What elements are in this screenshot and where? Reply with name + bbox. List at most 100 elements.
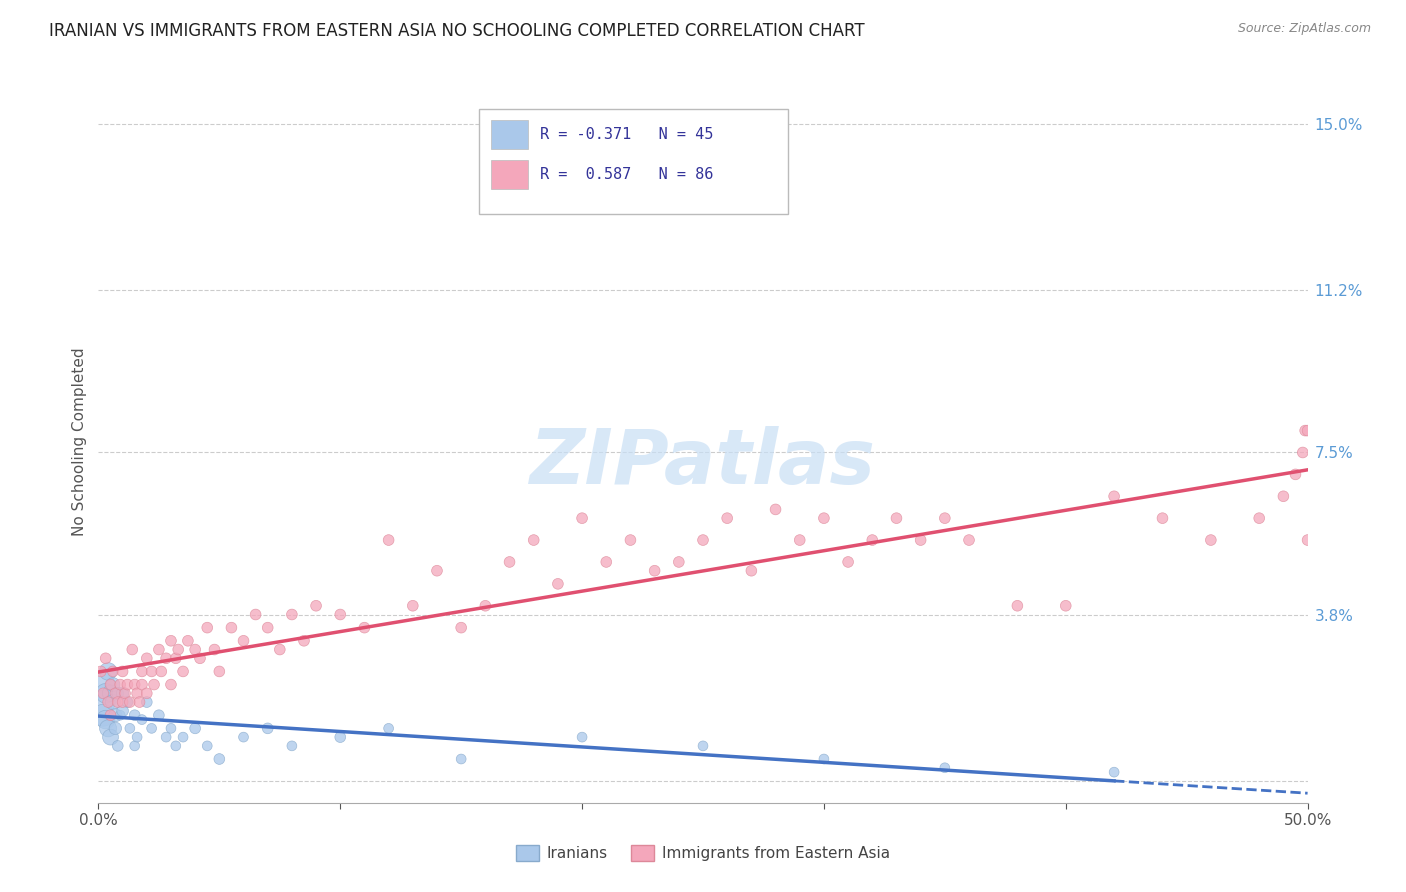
Point [97,665,120,679]
Point [107,695,129,709]
Point [860,533,883,547]
Point [100,708,122,723]
Point [305,599,328,613]
Y-axis label: No Schooling Completed: No Schooling Completed [72,347,87,536]
Point [101,695,124,709]
Point [91,695,114,709]
Point [245,607,267,622]
Point [595,555,617,569]
Point [127,730,149,744]
Point [1296,533,1319,547]
Point [377,533,399,547]
Point [150,665,173,679]
Point [1007,599,1029,613]
Point [256,621,278,635]
Point [1102,765,1125,780]
Point [329,607,352,622]
Point [837,555,859,569]
Text: Source: ZipAtlas.com: Source: ZipAtlas.com [1237,22,1371,36]
Point [934,511,956,525]
Point [131,713,153,727]
Point [148,708,170,723]
Point [1102,489,1125,503]
Point [118,695,141,709]
Point [143,677,166,691]
Point [188,651,211,665]
Point [547,577,569,591]
Point [101,665,124,679]
Point [1296,424,1319,438]
Point [644,564,666,578]
Point [160,633,183,648]
Bar [492,120,527,149]
Point [118,722,141,736]
Point [131,677,153,691]
Text: R = -0.371   N = 45: R = -0.371 N = 45 [540,127,713,142]
Point [104,686,127,700]
Point [104,708,127,723]
Point [111,704,134,718]
Legend: Iranians, Immigrants from Eastern Asia: Iranians, Immigrants from Eastern Asia [510,839,896,867]
Point [353,621,375,635]
Point [111,686,134,700]
Point [165,651,187,665]
Point [292,633,315,648]
Point [232,633,254,648]
Point [450,621,472,635]
Point [692,739,714,753]
Point [128,695,150,709]
Point [716,511,738,525]
Point [94,713,117,727]
Point [402,599,425,613]
Point [172,730,194,744]
Point [523,533,546,547]
Point [107,686,129,700]
Point [692,533,714,547]
Point [910,533,932,547]
Point [269,642,291,657]
Point [91,686,114,700]
Point [107,739,129,753]
Point [100,686,122,700]
Point [571,730,593,744]
Point [135,686,157,700]
Point [1294,424,1316,438]
Point [100,730,122,744]
FancyBboxPatch shape [479,109,787,214]
Bar [492,160,527,189]
Point [97,722,120,736]
Point [886,511,908,525]
Point [498,555,520,569]
Point [100,677,122,691]
Text: ZIPatlas: ZIPatlas [530,426,876,500]
Point [329,730,352,744]
Point [813,752,835,766]
Point [124,739,146,753]
Point [195,621,218,635]
Point [256,722,278,736]
Point [141,722,163,736]
Point [135,695,157,709]
Point [90,665,112,679]
Point [101,677,124,691]
Point [177,633,200,648]
Point [1272,489,1295,503]
Point [195,739,218,753]
Point [765,502,787,516]
Text: R =  0.587   N = 86: R = 0.587 N = 86 [540,167,713,182]
Point [124,677,146,691]
Point [131,665,153,679]
Point [184,722,207,736]
Point [1249,511,1271,525]
Point [108,708,131,723]
Point [121,642,143,657]
Point [813,511,835,525]
Point [97,695,120,709]
Point [619,533,641,547]
Point [1054,599,1077,613]
Point [208,665,231,679]
Point [450,752,472,766]
Point [111,695,134,709]
Point [165,739,187,753]
Point [740,564,762,578]
